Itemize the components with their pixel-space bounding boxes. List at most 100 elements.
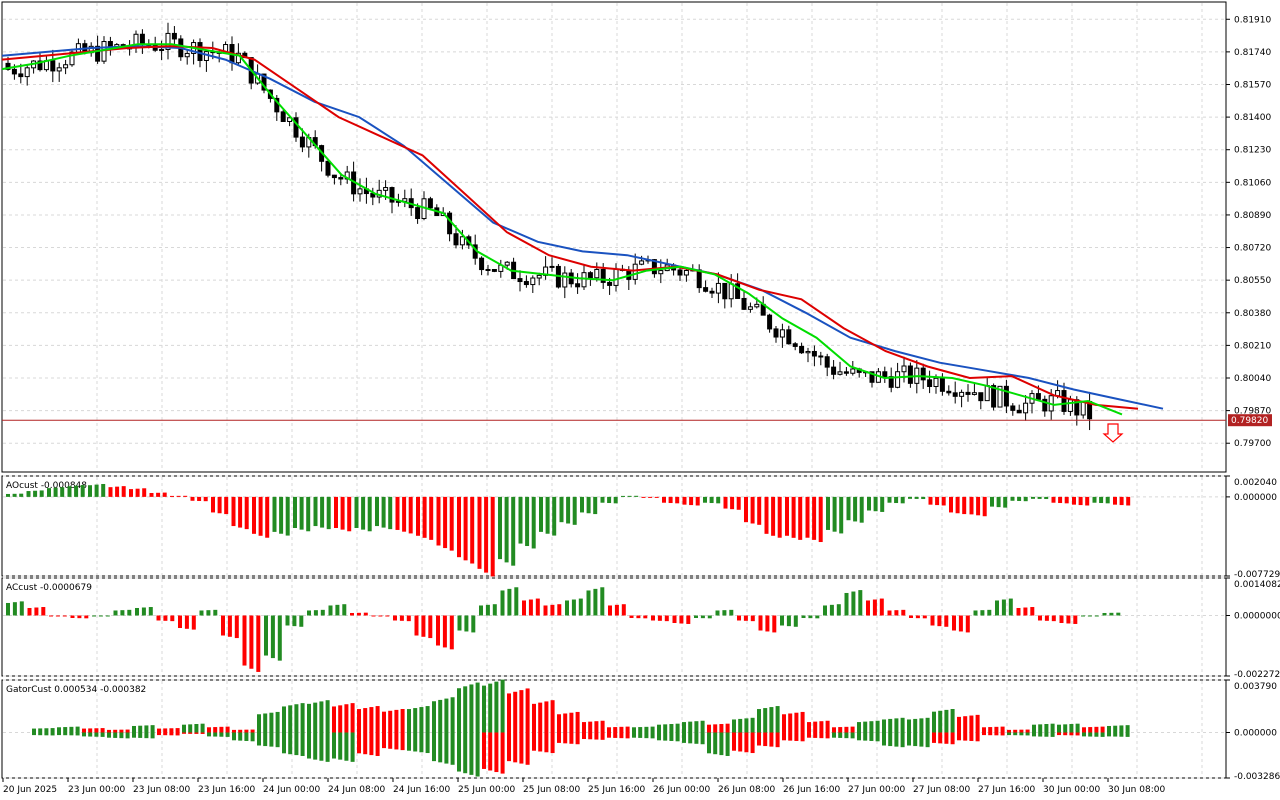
price-axis-tick-label: 0.81230 — [1234, 146, 1271, 156]
ao-bar — [39, 490, 44, 497]
ac-bar — [909, 615, 913, 618]
ao-bar — [306, 496, 311, 532]
gator-lower-bar — [257, 732, 261, 746]
candle-body — [523, 281, 529, 286]
ao-bar — [941, 496, 946, 506]
gator-upper-bar — [707, 724, 711, 733]
gator-lower-bar — [475, 732, 480, 777]
candle-body — [959, 391, 965, 397]
gator-upper-bar — [282, 706, 286, 733]
gator-lower-bar — [182, 732, 186, 734]
ac-bar — [915, 615, 920, 619]
gator-upper-bar — [1025, 729, 1030, 733]
gator-upper-bar — [863, 721, 868, 733]
gator-upper-bar — [1038, 724, 1043, 733]
candle-body — [735, 283, 741, 299]
gator-lower-bar — [1125, 732, 1130, 737]
gator-upper-bar — [325, 700, 330, 733]
ao-bar — [921, 496, 926, 500]
ao-bar — [566, 496, 571, 524]
gator-lower-bar — [382, 732, 386, 749]
gator-upper-bar — [588, 721, 593, 733]
ao-bar — [80, 485, 85, 497]
ao-bar — [381, 496, 386, 528]
candle-body — [639, 260, 645, 265]
ac-bar — [528, 599, 533, 616]
ac-bar — [901, 609, 906, 616]
ac-bar — [550, 604, 555, 616]
ac-bar — [1073, 615, 1078, 624]
ac-bar — [199, 610, 204, 616]
gator-lower-bar — [713, 732, 718, 755]
candle-body — [869, 371, 875, 383]
gator-lower-bar — [225, 732, 230, 737]
ao-bar — [1105, 496, 1110, 504]
candle-body — [632, 263, 638, 280]
gator-upper-bar — [1000, 726, 1005, 733]
gator-lower-bar — [444, 732, 449, 764]
gator-upper-bar — [100, 728, 105, 733]
ao-bar — [265, 496, 270, 538]
ao-bar — [613, 496, 618, 504]
price-panel[interactable]: 0.81910 0.81740 0.81570 0.81400 0.81230 0.810… — [1, 1, 1272, 473]
gator-upper-bar — [250, 729, 255, 733]
gator-lower-bar — [638, 732, 643, 738]
ac-bar — [213, 609, 218, 616]
ao-bar — [484, 496, 489, 573]
ac-bar — [543, 605, 548, 616]
gator-upper-bar — [288, 705, 293, 733]
ac-bar — [378, 615, 383, 617]
ao-bar — [682, 496, 687, 505]
candle-body — [997, 385, 1003, 408]
ac-bar — [34, 607, 39, 616]
ac-bar — [307, 610, 311, 616]
gator-upper-bar — [32, 728, 36, 733]
ac-bar — [191, 615, 196, 630]
gator-upper-bar — [113, 729, 118, 733]
ao-bar — [1072, 496, 1076, 505]
ac-bar — [328, 605, 333, 616]
gator-lower-bar — [550, 732, 555, 754]
gator-upper-bar — [188, 724, 193, 733]
gator-upper-bar — [719, 724, 724, 733]
ac-bar — [41, 607, 46, 616]
gator-upper-bar — [938, 710, 943, 733]
ao-bar — [1031, 496, 1035, 499]
ac-bar — [894, 610, 899, 616]
ac-panel-axis-tick-label: 0.0014082 — [1234, 580, 1280, 590]
gator-panel[interactable]: 0.003790 0.000000 -0.003286 GatorCust 0.000… — [1, 679, 1280, 782]
ao-bar — [60, 487, 65, 497]
ac-bar — [965, 615, 970, 633]
ao-panel[interactable]: 0.002040 0.000000 -0.007729 AOcust -0.00084… — [1, 475, 1280, 580]
ao-bar — [976, 496, 981, 516]
ao-bar — [53, 487, 58, 497]
ao-bar — [388, 496, 393, 530]
ac-bar — [1051, 615, 1056, 622]
ao-bar — [326, 496, 331, 530]
ao-bar — [170, 495, 174, 497]
ac-bar — [866, 600, 870, 616]
gator-upper-bar — [300, 703, 305, 733]
ac-bar — [593, 588, 598, 616]
candle-body — [517, 278, 523, 283]
gator-upper-bar — [194, 724, 199, 733]
ao-panel-label: AOcust -0.000848 — [6, 481, 87, 491]
ac-bar — [786, 615, 791, 627]
ac-bar — [227, 615, 232, 637]
gator-lower-bar — [75, 732, 80, 736]
time-axis-label: 24 Jun 00:00 — [263, 785, 320, 795]
ac-bar — [84, 615, 89, 619]
candle-body — [197, 42, 203, 61]
ao-bar — [1085, 496, 1090, 506]
gator-upper-bar — [182, 724, 186, 733]
candle-body — [882, 371, 888, 378]
ao-bar — [6, 493, 10, 497]
candle-body — [805, 350, 811, 354]
ac-panel[interactable]: 0.0014082 0.0000000 -0.0022727 ACcust -0.00… — [1, 577, 1280, 680]
ac-bar — [879, 598, 884, 616]
gator-upper-bar — [575, 711, 580, 733]
gator-upper-bar — [532, 703, 536, 733]
candle-body — [479, 257, 485, 271]
gator-upper-bar — [744, 718, 749, 733]
